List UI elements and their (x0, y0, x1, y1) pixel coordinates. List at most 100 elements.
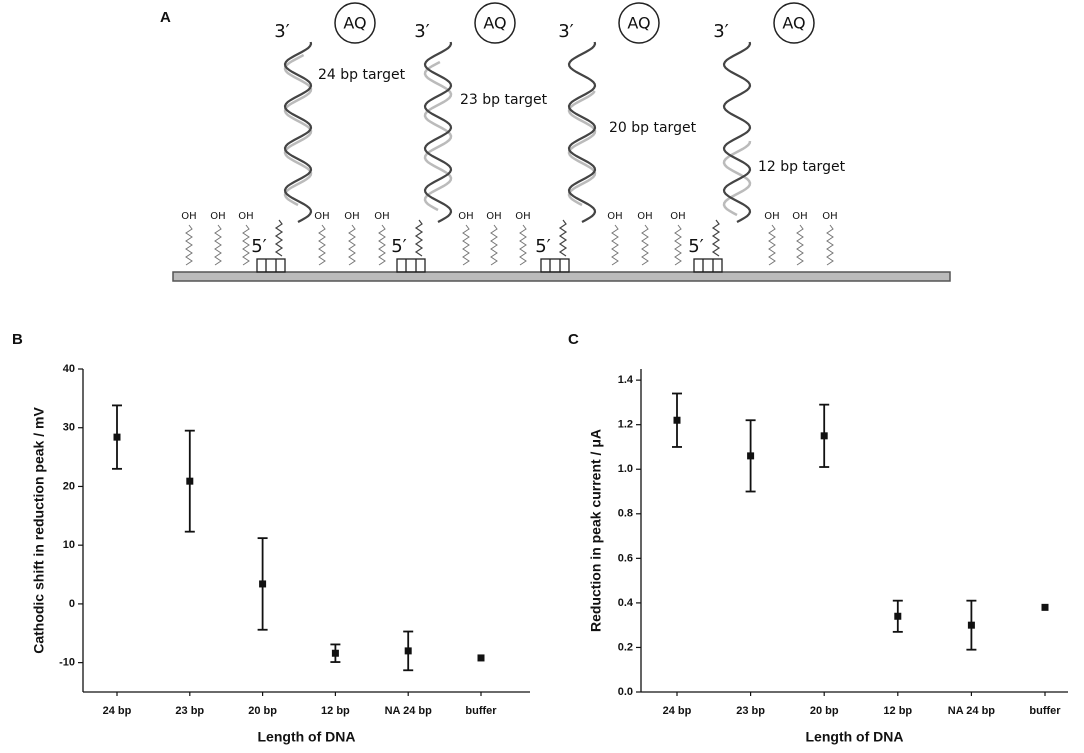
x-tick-label: NA 24 bp (385, 705, 433, 717)
data-point (331, 649, 339, 657)
target-strand (423, 60, 453, 212)
x-axis-title: Length of DNA (258, 729, 356, 745)
aq-circle (334, 2, 376, 44)
hydroxyl-label: OH (515, 211, 530, 222)
aq-circle (773, 2, 815, 44)
data-point (747, 452, 755, 460)
x-tick-label: 23 bp (175, 705, 204, 717)
data-point (1041, 603, 1049, 611)
alkyl-chain (674, 224, 682, 266)
target-label: 23 bp target (460, 92, 548, 108)
anchor (256, 258, 286, 273)
target-strand (567, 90, 597, 207)
five-prime: 5′ (688, 236, 704, 257)
alkyl-chain (796, 224, 804, 266)
x-tick-label: 23 bp (736, 705, 765, 717)
data-point (894, 612, 902, 620)
alkyl-chain (611, 224, 619, 266)
y-tick-label: 30 (63, 422, 75, 434)
hydroxyl-label: OH (344, 211, 359, 222)
y-tick-label: 1.0 (618, 463, 633, 475)
alkyl-chain (768, 224, 776, 266)
y-tick-label: 1.2 (618, 419, 633, 431)
target-strand (283, 53, 313, 207)
x-tick-label: 12 bp (321, 705, 350, 717)
aq-label: AQ (782, 14, 805, 33)
data-point (967, 621, 975, 629)
aq-label: AQ (483, 14, 506, 33)
x-tick-label: buffer (465, 705, 497, 717)
linker (711, 219, 721, 257)
data-point (186, 477, 194, 485)
alkyl-chain (462, 224, 470, 266)
hydroxyl-label: OH (764, 211, 779, 222)
x-tick-label: 20 bp (248, 705, 277, 717)
alkyl-chain (214, 224, 222, 266)
data-point (113, 433, 121, 441)
y-tick-label: 40 (63, 363, 75, 375)
aq-circle (618, 2, 660, 44)
hydroxyl-label: OH (458, 211, 473, 222)
aq-label: AQ (627, 14, 650, 33)
y-tick-label: 0.2 (618, 641, 633, 653)
hydroxyl-label: OH (181, 211, 196, 222)
y-tick-label: 0.4 (618, 597, 634, 609)
target-strand (722, 140, 752, 217)
five-prime: 5′ (535, 236, 551, 257)
y-tick-label: 0.6 (618, 552, 633, 564)
panel-label: C (568, 331, 579, 348)
linker (414, 219, 424, 257)
three-prime: 3′ (713, 21, 729, 42)
alkyl-chain (826, 224, 834, 266)
hydroxyl-label: OH (486, 211, 501, 222)
x-tick-label: 12 bp (883, 705, 912, 717)
x-axis-title: Length of DNA (806, 729, 904, 745)
x-tick-label: 24 bp (663, 705, 692, 717)
alkyl-chain (185, 224, 193, 266)
x-tick-label: 20 bp (810, 705, 839, 717)
data-point (820, 432, 828, 440)
y-tick-label: 0.8 (618, 508, 633, 520)
y-tick-label: 10 (63, 539, 75, 551)
hydroxyl-label: OH (607, 211, 622, 222)
anchor (693, 258, 723, 273)
probe-strand (423, 41, 453, 223)
probe-strand (283, 41, 313, 223)
three-prime: 3′ (414, 21, 430, 42)
probe-strand (567, 41, 597, 223)
hydroxyl-label: OH (637, 211, 652, 222)
alkyl-chain (378, 224, 386, 266)
hydroxyl-label: OH (822, 211, 837, 222)
x-tick-label: 24 bp (103, 705, 132, 717)
y-tick-label: 1.4 (618, 374, 634, 386)
data-point (259, 580, 267, 588)
alkyl-chain (519, 224, 527, 266)
panel-label: A (160, 9, 171, 26)
linker (558, 219, 568, 257)
y-axis-title: Reduction in peak current / μA (588, 429, 604, 632)
y-tick-label: 0.0 (618, 686, 633, 698)
substrate (172, 271, 951, 282)
three-prime: 3′ (274, 21, 290, 42)
y-tick-label: 20 (63, 480, 75, 492)
target-label: 24 bp target (318, 67, 406, 83)
aq-label: AQ (343, 14, 366, 33)
y-axis-title: Cathodic shift in reduction peak / mV (31, 407, 47, 654)
data-point (673, 416, 681, 424)
probe-strand (722, 41, 752, 223)
linker (274, 219, 284, 257)
anchor (396, 258, 426, 273)
hydroxyl-label: OH (792, 211, 807, 222)
target-label: 20 bp target (609, 120, 697, 136)
x-tick-label: NA 24 bp (948, 705, 996, 717)
five-prime: 5′ (391, 236, 407, 257)
five-prime: 5′ (251, 236, 267, 257)
alkyl-chain (348, 224, 356, 266)
hydroxyl-label: OH (210, 211, 225, 222)
hydroxyl-label: OH (238, 211, 253, 222)
hydroxyl-label: OH (670, 211, 685, 222)
alkyl-chain (490, 224, 498, 266)
alkyl-chain (318, 224, 326, 266)
y-tick-label: 0 (69, 598, 75, 610)
